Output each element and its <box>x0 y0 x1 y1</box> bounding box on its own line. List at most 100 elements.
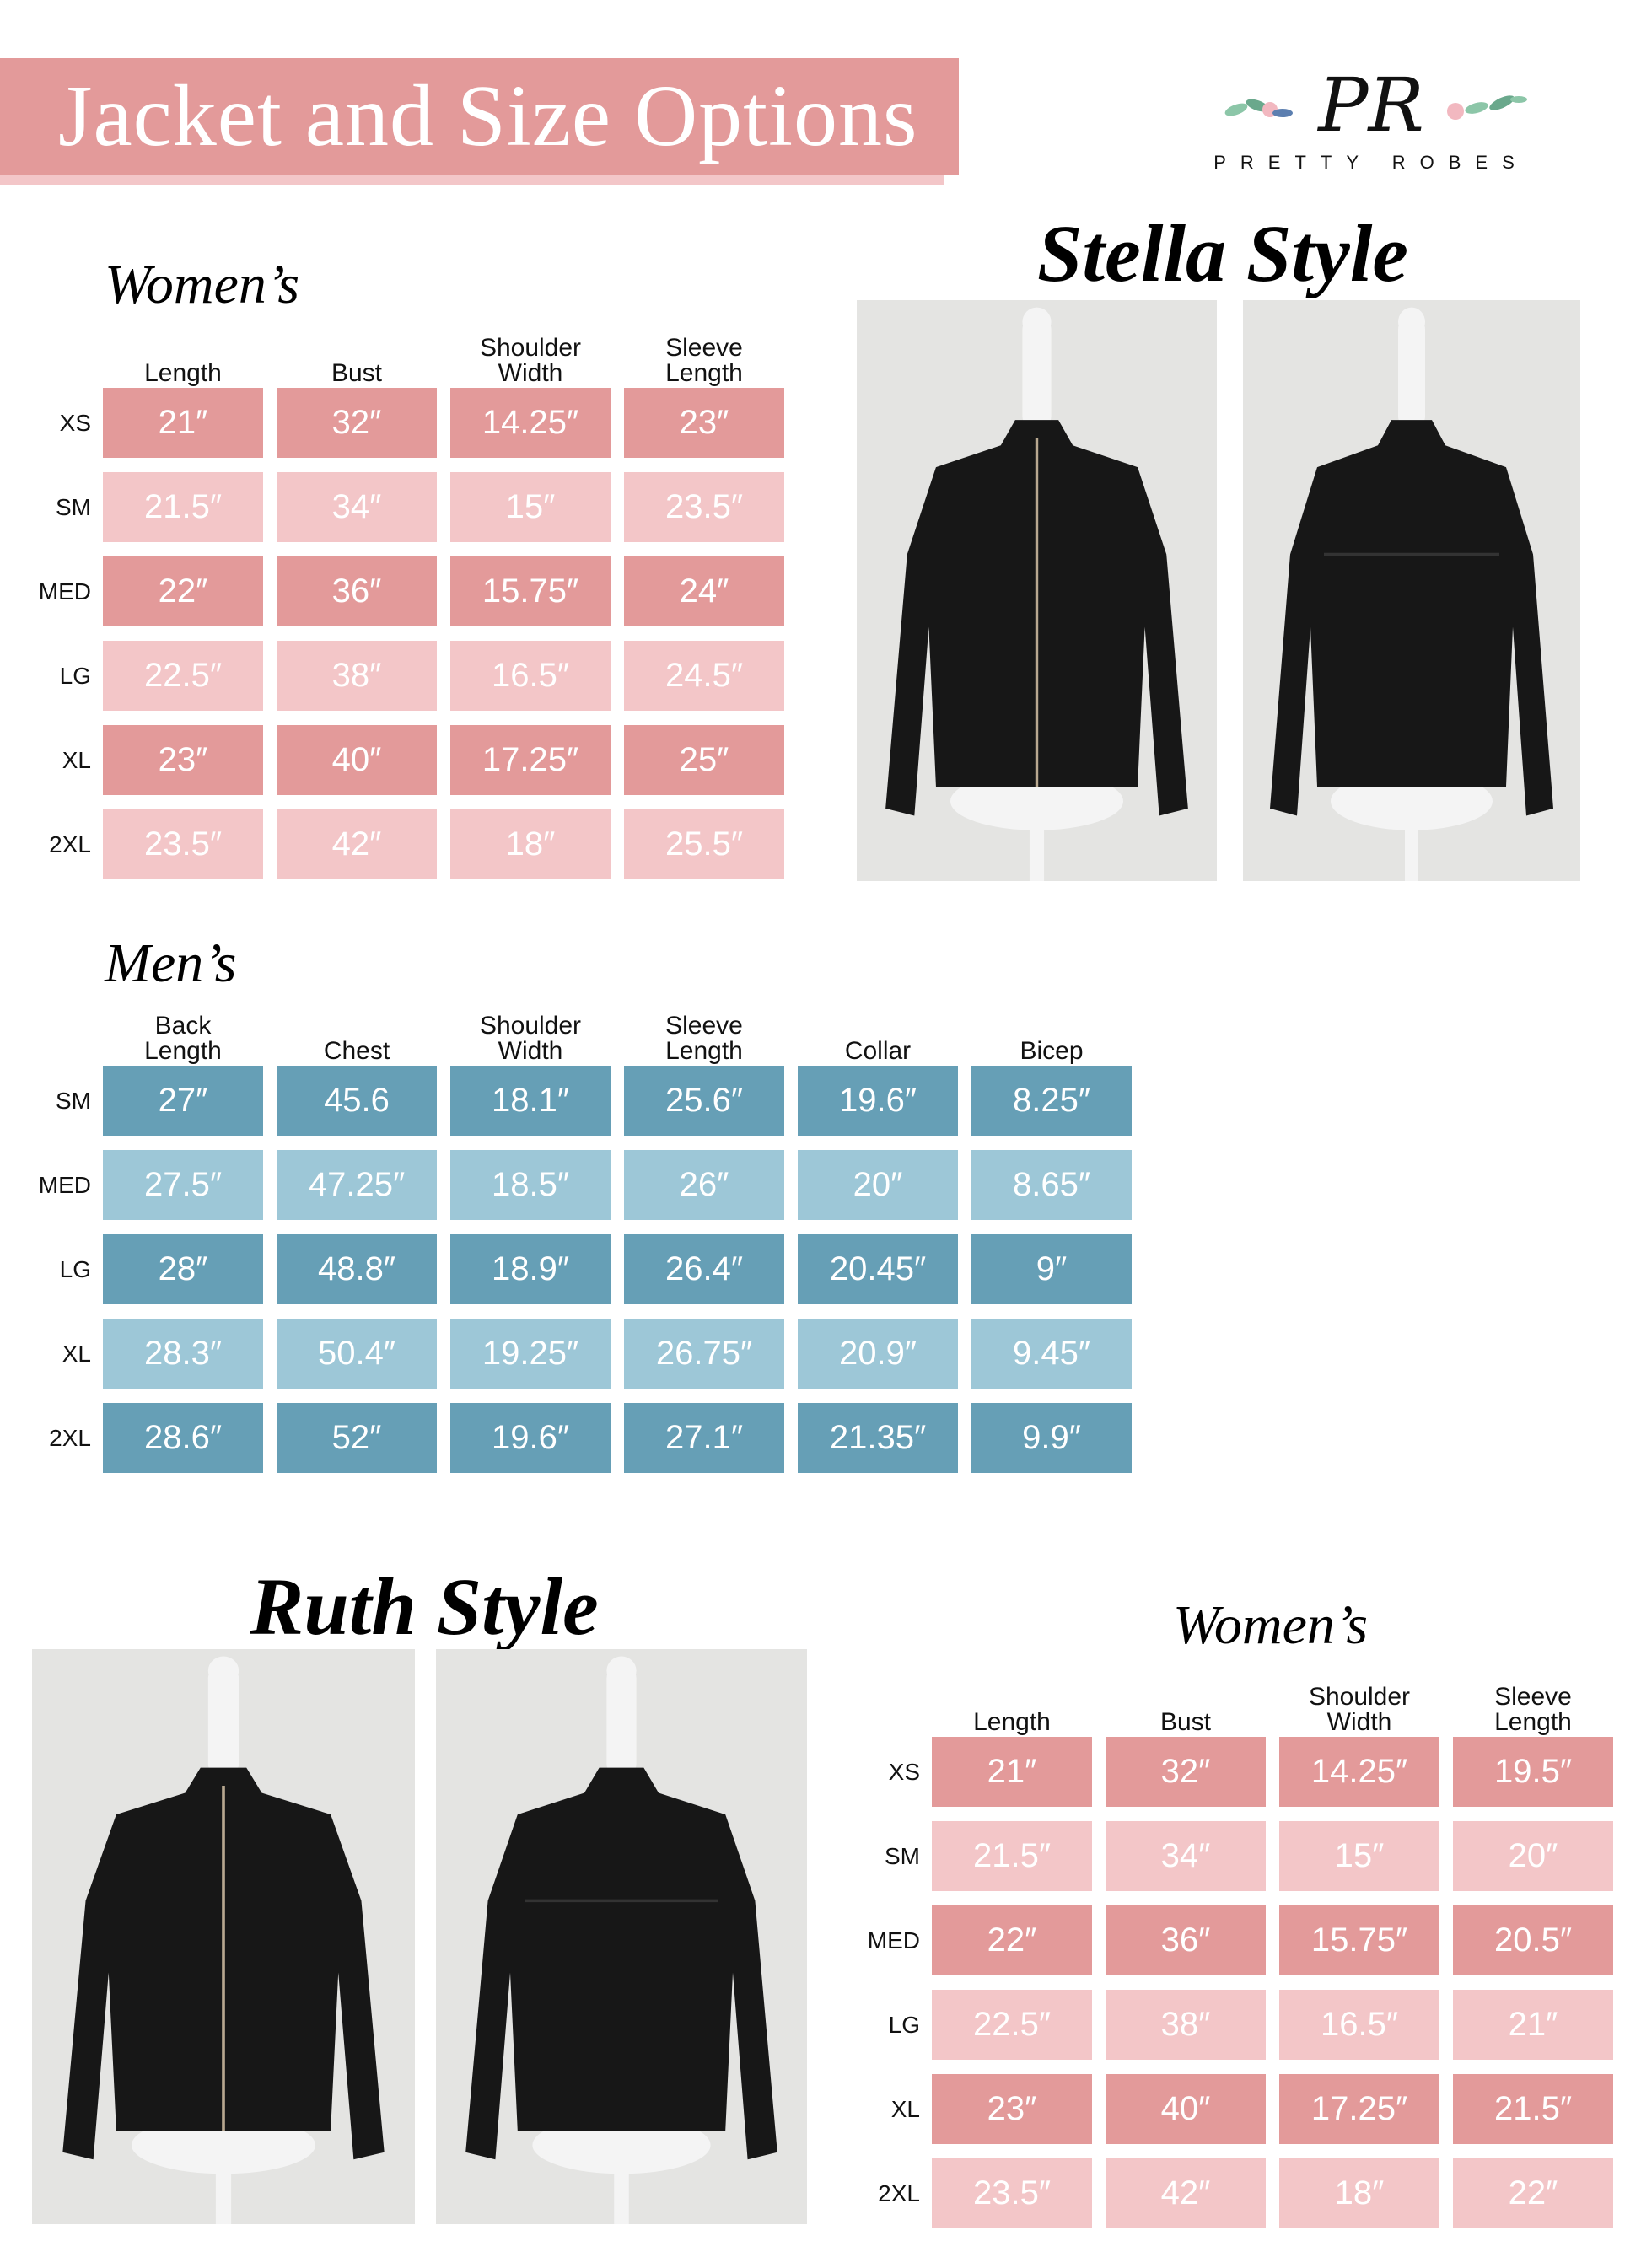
measurement-cell: 26.75″ <box>624 1319 784 1389</box>
measurement-cell: 23.5″ <box>624 472 784 542</box>
measurement-cell: 23″ <box>103 725 263 795</box>
measurement-cell: 26″ <box>624 1150 784 1220</box>
measurement-cell: 19.6″ <box>450 1403 611 1473</box>
size-label: 2XL <box>878 2180 920 2206</box>
measurement-cell: 22″ <box>1453 2158 1613 2228</box>
size-label: SM <box>56 494 91 520</box>
measurement-cell: 24.5″ <box>624 641 784 711</box>
column-header: Shoulder Width <box>479 334 582 387</box>
measurement-cell: 22.5″ <box>103 641 263 711</box>
measurement-cell: 8.25″ <box>971 1066 1132 1136</box>
jacket-front-image <box>62 1656 385 2224</box>
measurement-cell: 21″ <box>932 1737 1092 1807</box>
column-header: Sleeve Length <box>665 334 743 387</box>
size-label: SM <box>885 1843 920 1869</box>
size-label: LG <box>888 2012 920 2038</box>
measurement-cell: 24″ <box>624 556 784 626</box>
measurement-cell: 26.4″ <box>624 1234 784 1304</box>
measurement-cell: 22.5″ <box>932 1990 1092 2060</box>
logo-text: PRETTY ROBES <box>1213 152 1529 173</box>
measurement-cell: 47.25″ <box>277 1150 437 1220</box>
size-label: SM <box>56 1088 91 1114</box>
measurement-cell: 17.25″ <box>450 725 611 795</box>
measurement-cell: 20.9″ <box>798 1319 958 1389</box>
measurement-cell: 23″ <box>624 388 784 458</box>
measurement-cell: 27″ <box>103 1066 263 1136</box>
pretty-robes-logo: PR PRETTY ROBES <box>1169 59 1574 177</box>
measurement-cell: 22″ <box>103 556 263 626</box>
measurement-cell: 28″ <box>103 1234 263 1304</box>
measurement-cell: 21.5″ <box>103 472 263 542</box>
measurement-cell: 18″ <box>1279 2158 1439 2228</box>
measurement-cell: 42″ <box>277 809 437 879</box>
measurement-cell: 15.75″ <box>450 556 611 626</box>
measurement-cell: 48.8″ <box>277 1234 437 1304</box>
measurement-cell: 18.5″ <box>450 1150 611 1220</box>
measurement-cell: 45.6 <box>277 1066 437 1136</box>
measurement-cell: 15.75″ <box>1279 1905 1439 1975</box>
floral-right-icon <box>1447 95 1527 120</box>
measurement-cell: 28.3″ <box>103 1319 263 1389</box>
size-label: MED <box>38 1172 91 1198</box>
size-label: XS <box>888 1759 920 1785</box>
measurement-cell: 38″ <box>277 641 437 711</box>
jacket-back-image <box>465 1656 777 2224</box>
measurement-cell: 21.5″ <box>932 1821 1092 1891</box>
measurement-cell: 9″ <box>971 1234 1132 1304</box>
page-title: Jacket and Size Options <box>58 67 918 164</box>
measurement-cell: 50.4″ <box>277 1319 437 1389</box>
ruth-front-photo <box>32 1649 415 2224</box>
ruth-style-title: Ruth Style <box>250 1561 599 1652</box>
measurement-cell: 15″ <box>450 472 611 542</box>
stella-front-photo <box>857 300 1217 881</box>
measurement-cell: 36″ <box>1106 1905 1266 1975</box>
size-label: XL <box>62 1341 91 1367</box>
column-header: Bust <box>1159 1708 1212 1736</box>
column-header: Shoulder Width <box>479 1012 582 1065</box>
measurement-cell: 25″ <box>624 725 784 795</box>
size-label: 2XL <box>49 831 91 857</box>
column-header: Bust <box>331 359 383 387</box>
measurement-cell: 19.25″ <box>450 1319 611 1389</box>
measurement-cell: 18.9″ <box>450 1234 611 1304</box>
measurement-cell: 52″ <box>277 1403 437 1473</box>
column-header: Chest <box>323 1037 390 1065</box>
mens-label: Men’s <box>105 932 237 994</box>
measurement-cell: 14.25″ <box>1279 1737 1439 1807</box>
measurement-cell: 19.5″ <box>1453 1737 1613 1807</box>
column-header: Length <box>144 359 222 387</box>
measurement-cell: 38″ <box>1106 1990 1266 2060</box>
stella-womens-label: Women’s <box>105 254 300 315</box>
size-label: LG <box>59 1256 91 1282</box>
column-header: Length <box>973 1708 1051 1736</box>
measurement-cell: 20.45″ <box>798 1234 958 1304</box>
measurement-cell: 27.5″ <box>103 1150 263 1220</box>
size-label: MED <box>38 578 91 605</box>
measurement-cell: 25.5″ <box>624 809 784 879</box>
logo-mark: PR <box>1318 62 1424 148</box>
stella-back-photo <box>1243 300 1580 881</box>
measurement-cell: 23.5″ <box>932 2158 1092 2228</box>
column-header: Back Length <box>144 1012 222 1065</box>
measurement-cell: 40″ <box>277 725 437 795</box>
column-header: Sleeve Length <box>665 1012 743 1065</box>
measurement-cell: 16.5″ <box>450 641 611 711</box>
measurement-cell: 14.25″ <box>450 388 611 458</box>
measurement-cell: 18″ <box>450 809 611 879</box>
column-header: Bicep <box>1020 1037 1084 1065</box>
measurement-cell: 32″ <box>1106 1737 1266 1807</box>
measurement-cell: 34″ <box>277 472 437 542</box>
size-label: XS <box>59 410 91 436</box>
measurement-cell: 21″ <box>1453 1990 1613 2060</box>
measurement-cell: 20″ <box>1453 1821 1613 1891</box>
jacket-back-image <box>1270 307 1553 881</box>
measurement-cell: 27.1″ <box>624 1403 784 1473</box>
column-header: Sleeve Length <box>1494 1683 1572 1736</box>
measurement-cell: 22″ <box>932 1905 1092 1975</box>
measurement-cell: 20″ <box>798 1150 958 1220</box>
measurement-cell: 16.5″ <box>1279 1990 1439 2060</box>
measurement-cell: 21.35″ <box>798 1403 958 1473</box>
measurement-cell: 36″ <box>277 556 437 626</box>
jacket-front-image <box>885 307 1188 881</box>
measurement-cell: 17.25″ <box>1279 2074 1439 2144</box>
